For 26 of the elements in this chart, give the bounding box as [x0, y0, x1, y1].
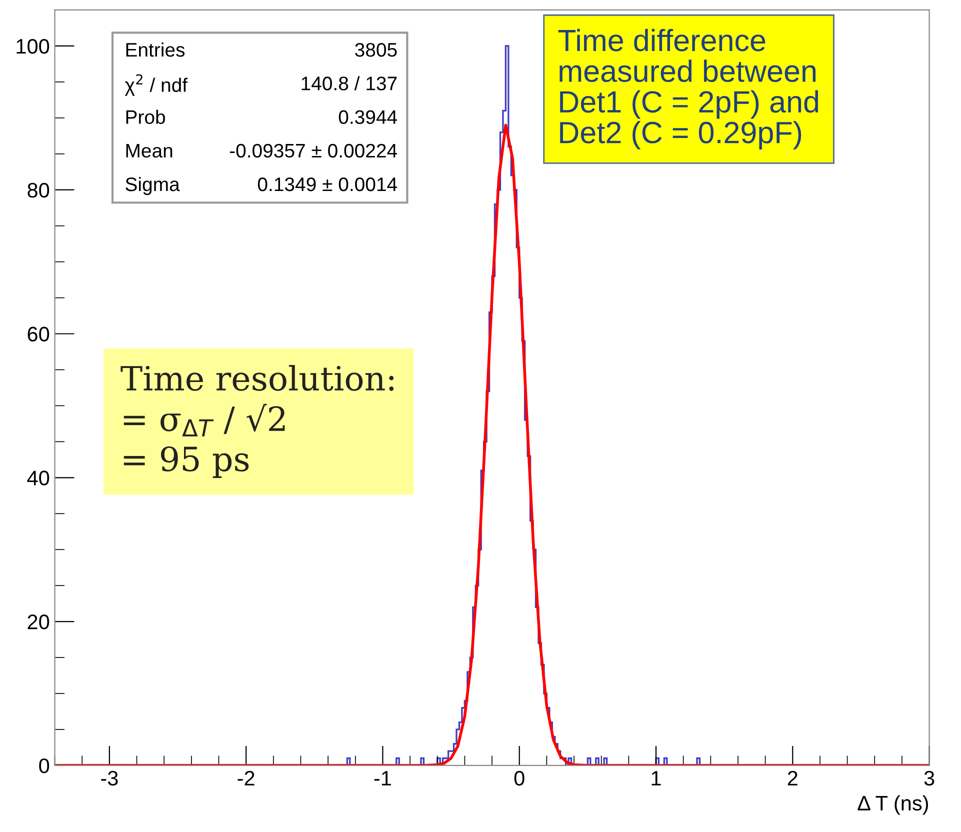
annotation: Prob [126, 110, 165, 124]
annotation: 0.1349 ± 0.0014 [258, 177, 398, 192]
annotation: Time difference measured between Det1 (C = 2pF) and Det2 (C = 0.29pF) [558, 28, 818, 150]
y-tick-label: 40 [27, 470, 50, 486]
annotation: 0.3944 [338, 110, 398, 124]
x-tick-label: 2 [788, 770, 798, 786]
x-tick-label: -1 [374, 771, 391, 786]
annotation: Time resolution: = σ$_{ΔT}$ / √2 = 95 ps [120, 365, 394, 478]
y-tick-label: 20 [28, 614, 50, 630]
x-tick-label: -3 [101, 770, 118, 786]
annotation: χ$^{2}$ / ndf [124, 74, 188, 96]
y-tick-label: 60 [28, 326, 50, 342]
annotation: 140.8 / 137 [302, 76, 397, 90]
x-tick-label: 1 [652, 771, 661, 786]
annotation: Entries [126, 42, 185, 57]
annotation: Sigma [126, 176, 180, 196]
annotation: Mean [126, 144, 172, 158]
x-axis-title: Δ T (ns) [858, 795, 928, 815]
x-tick-label: 3 [924, 770, 934, 786]
x-tick-label: 0 [514, 770, 524, 786]
annotation: -0.09357 ± 0.00224 [230, 144, 398, 158]
annotation: 3805 [355, 42, 397, 57]
x-tick-label: -2 [238, 770, 254, 786]
y-tick-label: 80 [28, 182, 50, 198]
y-tick-label: 100 [16, 38, 50, 54]
y-tick-label: 0 [39, 758, 50, 774]
